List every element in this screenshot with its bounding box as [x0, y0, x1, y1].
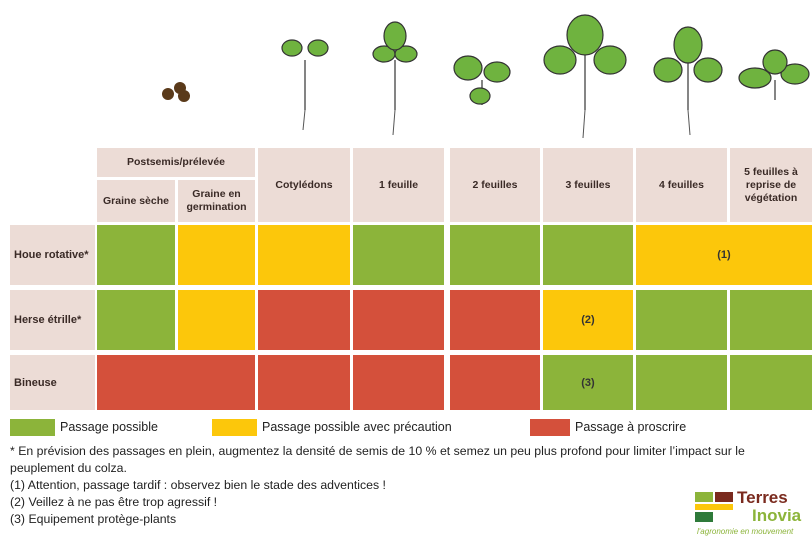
status-cell [97, 290, 175, 350]
footnote: (3) Equipement protège-plants [10, 511, 810, 528]
status-cell [353, 225, 444, 285]
status-cell [543, 225, 633, 285]
status-cell [258, 225, 350, 285]
column-header: Graine en germination [178, 180, 255, 222]
legend-label: Passage possible avec précaution [262, 420, 452, 434]
cell-note: (1) [717, 249, 730, 261]
cell-note: (3) [581, 377, 594, 389]
logo-tagline: l'agronomie en mouvement [697, 527, 793, 536]
logo-mark [695, 492, 713, 502]
status-cell [730, 290, 812, 350]
column-header: Cotylédons [258, 148, 350, 222]
logo-mark [695, 512, 713, 522]
status-cell [258, 290, 350, 350]
footnote: (2) Veillez à ne pas être trop agressif … [10, 494, 810, 511]
legend-swatch [10, 419, 55, 436]
row-label: Houe rotative* [10, 225, 95, 285]
column-header: 4 feuilles [636, 148, 727, 222]
column-header: 5 feuilles à reprise de végétation [730, 148, 812, 222]
logo-mark [715, 492, 733, 502]
logo-name: Inovia [752, 506, 801, 526]
row-label: Bineuse [10, 355, 95, 410]
column-header: 2 feuilles [450, 148, 540, 222]
status-cell: (1) [636, 225, 812, 285]
footnotes: * En prévision des passages en plein, au… [10, 443, 810, 528]
legend-swatch [530, 419, 570, 436]
column-header: Graine sèche [97, 180, 175, 222]
status-cell [636, 290, 727, 350]
column-header: 1 feuille [353, 148, 444, 222]
legend-label: Passage à proscrire [575, 420, 686, 434]
status-cell [97, 225, 175, 285]
plant-illustrations [0, 0, 812, 145]
logo-name: Terres [737, 488, 788, 508]
status-cell [353, 290, 444, 350]
status-cell [353, 355, 444, 410]
footnote: * En prévision des passages en plein, au… [10, 443, 810, 477]
status-cell [178, 225, 255, 285]
status-cell [636, 355, 727, 410]
footnote: (1) Attention, passage tardif : observez… [10, 477, 810, 494]
status-cell [450, 290, 540, 350]
cell-note: (2) [581, 314, 594, 326]
status-cell [178, 290, 255, 350]
logo-mark [695, 504, 733, 510]
row-label: Herse étrille* [10, 290, 95, 350]
status-cell [97, 355, 255, 410]
status-cell: (2) [543, 290, 633, 350]
status-cell [450, 225, 540, 285]
status-cell [258, 355, 350, 410]
legend-swatch [212, 419, 257, 436]
status-cell [730, 355, 812, 410]
header-group: Postsemis/prélevée [97, 148, 255, 177]
legend-label: Passage possible [60, 420, 158, 434]
status-cell [450, 355, 540, 410]
infographic: * En prévision des passages en plein, au… [0, 0, 812, 540]
column-header: 3 feuilles [543, 148, 633, 222]
status-cell: (3) [543, 355, 633, 410]
